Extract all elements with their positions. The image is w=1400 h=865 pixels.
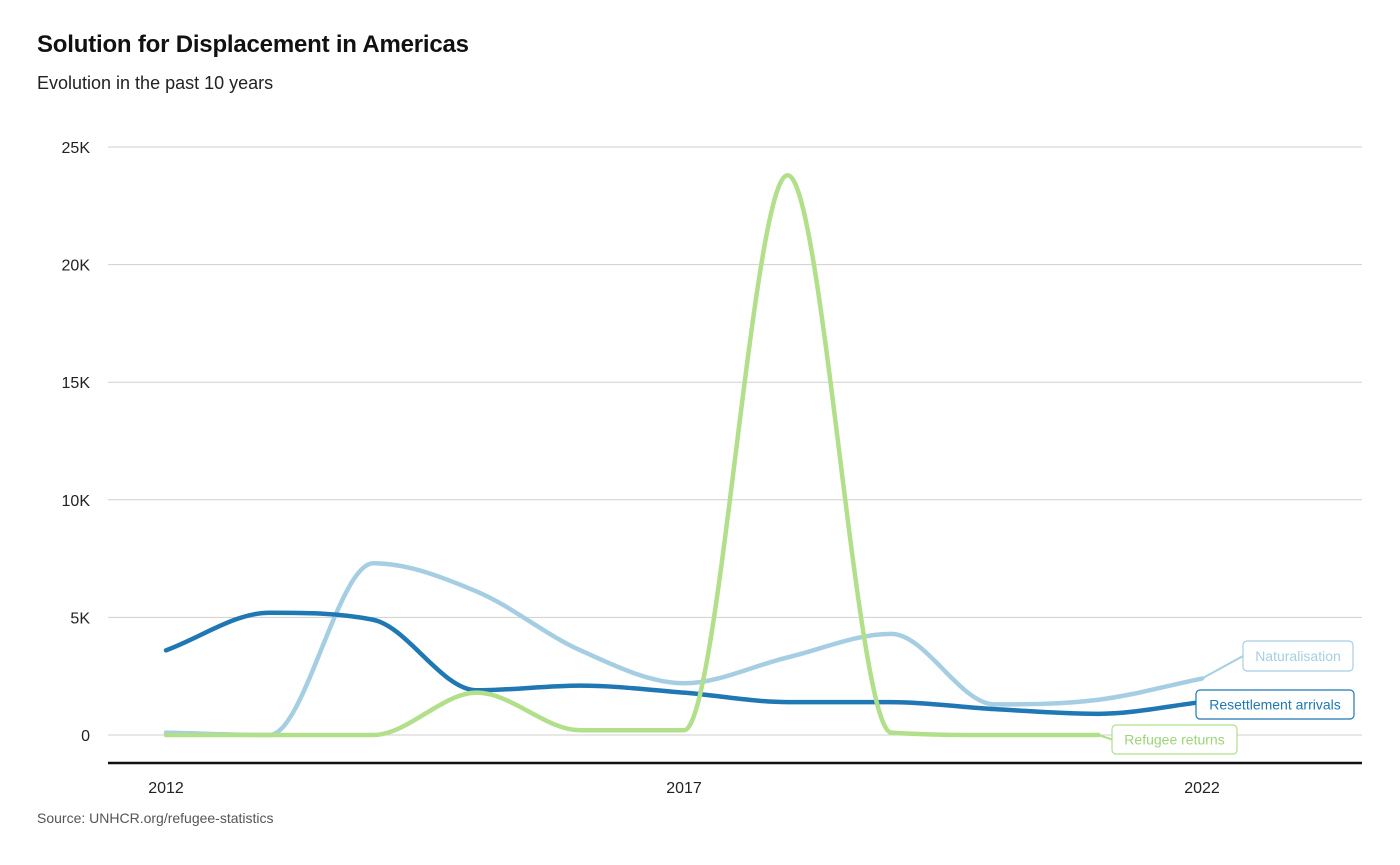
chart-title: Solution for Displacement in Americas	[37, 31, 469, 58]
series-label-box	[1242, 640, 1354, 672]
y-tick-label: 15K	[62, 375, 91, 392]
y-tick-label: 10K	[62, 493, 91, 510]
series-label-naturalisation: Naturalisation	[1255, 648, 1341, 664]
y-tick-label: 5K	[70, 610, 90, 627]
series-line-refugee-returns	[163, 172, 1101, 738]
label-connector	[1201, 655, 1244, 680]
y-tick-label: 20K	[62, 258, 91, 275]
label-connector	[1098, 734, 1113, 741]
series-label-box	[1111, 724, 1238, 755]
x-tick-label: 2022	[1184, 780, 1220, 797]
x-tick-label: 2017	[666, 780, 702, 797]
series-label-refugee-returns: Refugee returns	[1124, 732, 1224, 748]
series-label-resettlement-arrivals: Resettlement arrivals	[1209, 697, 1341, 713]
series-label-box	[1195, 689, 1355, 720]
x-tick-label: 2012	[148, 780, 184, 797]
chart-subtitle: Evolution in the past 10 years	[37, 73, 274, 93]
y-tick-label: 25K	[62, 140, 91, 157]
series-line-naturalisation	[163, 561, 1205, 738]
series-line-resettlement-arrivals	[163, 610, 1205, 717]
source-note: Source: UNHCR.org/refugee-statistics	[37, 810, 274, 826]
y-tick-label: 0	[81, 728, 90, 745]
